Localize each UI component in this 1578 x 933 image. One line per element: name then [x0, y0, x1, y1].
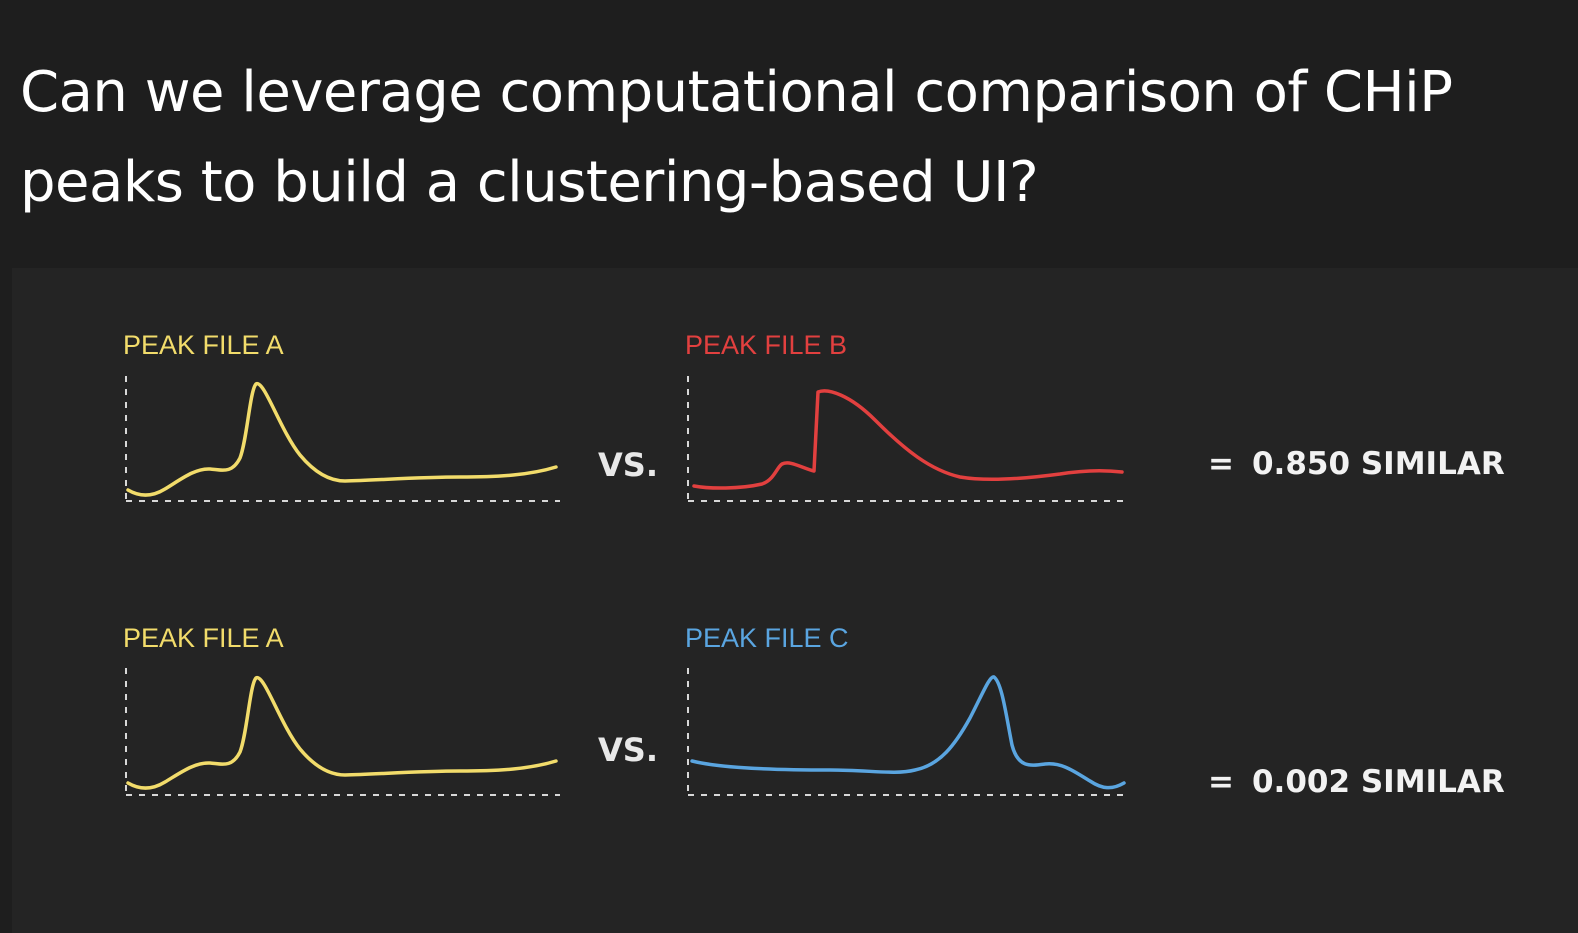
similarity-word: SIMILAR — [1360, 764, 1505, 800]
page-title: Can we leverage computational comparison… — [20, 60, 1453, 215]
vs-label: VS. — [598, 731, 658, 769]
equals-sign: = — [1208, 764, 1234, 800]
peak-curve-a2 — [126, 676, 558, 790]
similarity-result: = 0.002 SIMILAR — [1208, 764, 1505, 800]
similarity-score: 0.002 — [1251, 764, 1351, 800]
peak-curve-c — [690, 675, 1126, 790]
peak-file-a-label: PEAK FILE A — [123, 330, 284, 360]
comparison-panel — [12, 268, 1578, 933]
similarity-result: = 0.850 SIMILAR — [1208, 446, 1505, 482]
similarity-word: SIMILAR — [1360, 446, 1505, 482]
peak-curve-b — [692, 389, 1124, 490]
peak-file-b-label: PEAK FILE B — [685, 330, 848, 360]
vs-label: VS. — [598, 446, 658, 484]
peak-file-a-label: PEAK FILE A — [123, 623, 284, 653]
peak-file-c-label: PEAK FILE C — [685, 623, 849, 653]
similarity-score: 0.850 — [1251, 446, 1351, 482]
peak-curve-a1 — [126, 382, 558, 497]
equals-sign: = — [1208, 446, 1234, 482]
